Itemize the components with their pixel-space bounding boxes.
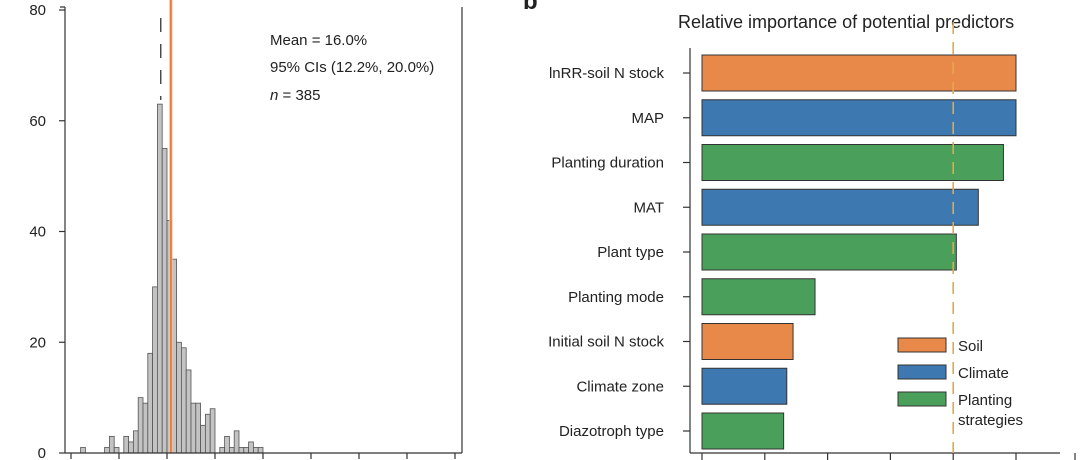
y-tick-label: 60 xyxy=(29,113,46,130)
predictor-label: Initial soil N stock xyxy=(548,334,664,351)
histogram-bar xyxy=(104,447,110,454)
predictor-label: Plant type xyxy=(597,244,664,261)
histogram-bar xyxy=(123,435,130,454)
histogram-bar xyxy=(142,402,149,454)
y-tick-label: 0 xyxy=(38,445,46,460)
histogram-bar xyxy=(238,447,245,454)
predictor-bars: lnRR-soil N stock MAP Planting duration MAT… xyxy=(548,54,1017,450)
predictor-bar xyxy=(701,144,1004,181)
chart-title: Relative importance of potential predict… xyxy=(678,12,1014,32)
predictor-bar xyxy=(701,412,785,450)
importance-x-ticks xyxy=(701,453,1076,460)
predictor-row: Planting duration xyxy=(551,144,1004,181)
legend-label: Soil xyxy=(958,338,983,355)
legend-swatch xyxy=(897,391,947,407)
histogram-bar xyxy=(109,435,115,454)
histogram-bar xyxy=(161,148,168,454)
importance-panel: b Relative importance of potential predi… xyxy=(523,0,1076,460)
predictor-row: Plant type xyxy=(597,233,957,271)
ci-annotation: 95% CIs (12.2%, 20.0%) xyxy=(270,59,434,76)
predictor-row: lnRR-soil N stock xyxy=(549,54,1017,92)
predictor-label: MAT xyxy=(633,199,664,216)
n-symbol: n xyxy=(270,87,278,104)
predictor-label: Diazotroph type xyxy=(559,423,664,440)
legend-item: Planting strategies xyxy=(897,391,1023,429)
histogram-bar xyxy=(147,352,154,454)
predictor-row: Climate zone xyxy=(576,367,788,405)
panel-letter: b xyxy=(523,0,538,15)
histogram-bar xyxy=(243,447,250,454)
predictor-bar xyxy=(701,54,1017,92)
legend-swatch xyxy=(897,364,947,380)
y-tick-label: 80 xyxy=(29,2,46,19)
histogram-bar xyxy=(128,441,134,454)
legend-label-line2: strategies xyxy=(958,412,1023,429)
mean-annotation: Mean = 16.0% xyxy=(270,32,367,49)
predictor-bar xyxy=(701,99,1017,137)
predictor-label: Planting duration xyxy=(551,155,664,172)
predictor-bar xyxy=(701,367,788,405)
legend-item: Climate xyxy=(897,364,1009,382)
predictor-row: MAT xyxy=(633,188,979,226)
predictor-label: MAP xyxy=(631,110,664,127)
histogram-y-ticks: 0 20 40 60 80 xyxy=(29,2,65,460)
n-value: = 385 xyxy=(278,87,320,104)
histogram-bar xyxy=(248,441,254,454)
legend-label: Climate xyxy=(958,365,1009,382)
histogram-bar xyxy=(152,286,158,454)
histogram-panel: 0 20 40 60 80 Mean = 16.0% 95% CIs (12.2%, 2… xyxy=(29,0,463,460)
histogram-bar xyxy=(180,347,187,454)
y-tick-label: 20 xyxy=(29,334,46,351)
histogram-bar xyxy=(80,447,86,454)
histogram-bar xyxy=(176,341,182,454)
predictor-row: Diazotroph type xyxy=(559,412,785,450)
histogram-bar xyxy=(209,408,216,454)
predictor-bar xyxy=(701,278,816,316)
predictor-row: Planting mode xyxy=(568,278,816,316)
histogram-bar xyxy=(252,447,259,454)
legend-item: Soil xyxy=(897,337,983,355)
histogram-bar xyxy=(185,369,192,454)
histogram-bar xyxy=(219,447,226,454)
histogram-bar xyxy=(204,413,211,454)
predictor-row: MAP xyxy=(631,99,1017,137)
histogram-bar xyxy=(190,402,197,454)
histogram-bar xyxy=(257,447,264,454)
histogram-x-ticks xyxy=(70,453,456,459)
predictor-label: Planting mode xyxy=(568,289,664,306)
histogram-bar xyxy=(137,397,144,454)
histogram-bar xyxy=(200,424,206,454)
y-tick-label: 40 xyxy=(29,224,46,241)
histogram-bar xyxy=(195,402,202,454)
predictor-label: Climate zone xyxy=(576,378,664,395)
legend-label: Planting xyxy=(958,392,1012,409)
predictor-bar xyxy=(701,188,979,226)
histogram-bar xyxy=(132,430,139,454)
legend: Soil Climate Planting strategies xyxy=(897,337,1023,429)
histogram-bar xyxy=(156,103,163,454)
histogram-bar xyxy=(113,447,120,454)
predictor-bar xyxy=(701,233,957,271)
histogram-bar xyxy=(233,430,240,454)
histogram-bar xyxy=(224,435,230,454)
predictor-label: lnRR-soil N stock xyxy=(549,65,665,82)
legend-swatch xyxy=(897,337,947,353)
histogram-bar xyxy=(228,447,235,454)
histogram-axes-frame xyxy=(60,6,463,453)
predictor-row: Initial soil N stock xyxy=(548,323,794,360)
predictor-bar xyxy=(701,323,794,360)
n-annotation: n = 385 xyxy=(270,87,320,104)
